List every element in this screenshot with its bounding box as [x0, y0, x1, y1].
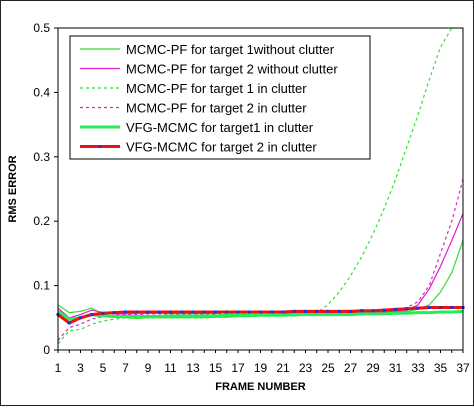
x-tick-label: 25 — [321, 361, 335, 375]
series-6-marker — [292, 309, 296, 313]
x-tick-label: 29 — [366, 361, 380, 375]
series-6-marker — [349, 309, 352, 313]
x-tick-label: 21 — [276, 361, 290, 375]
x-tick-label: 13 — [186, 361, 200, 375]
series-6-marker — [180, 310, 184, 314]
series-6-marker — [405, 307, 409, 311]
x-tick-label: 11 — [164, 361, 177, 375]
legend-label: VFG-MCMC for target 2 in clutter — [126, 140, 317, 155]
x-tick-label: 5 — [100, 361, 107, 375]
x-tick-label: 33 — [411, 361, 425, 375]
series-6-marker — [337, 309, 341, 313]
series-6-marker — [416, 306, 420, 310]
series-6-marker — [427, 305, 431, 309]
x-tick-label: 37 — [456, 361, 470, 375]
y-tick-label: 0 — [43, 343, 50, 357]
y-tick-label: 0.2 — [33, 214, 50, 228]
series-6-marker — [225, 310, 229, 314]
series-6-marker — [281, 310, 285, 314]
legend-marker — [98, 145, 102, 148]
series-6-marker — [202, 310, 206, 314]
series-6-marker — [247, 310, 251, 314]
x-tick-label: 9 — [145, 361, 152, 375]
x-tick-label: 23 — [299, 361, 313, 375]
series-6-marker — [371, 309, 375, 313]
series-6-marker — [236, 310, 240, 314]
series-6-marker — [135, 310, 139, 314]
series-6-marker — [394, 307, 397, 311]
y-axis-title: RMS ERROR — [7, 155, 19, 222]
series-6-marker — [326, 309, 330, 313]
series-6-marker — [450, 305, 454, 309]
x-tick-label: 15 — [209, 361, 223, 375]
x-tick-label: 17 — [231, 361, 245, 375]
legend-label: MCMC-PF for target 2 without clutter — [126, 62, 338, 77]
series-6-marker — [315, 309, 319, 313]
series-6-marker — [191, 310, 195, 314]
x-tick-label: 35 — [434, 361, 448, 375]
series-6-marker — [79, 316, 82, 320]
y-tick-label: 0.3 — [33, 150, 50, 164]
series-6-marker — [157, 310, 161, 314]
x-tick-label: 3 — [77, 361, 84, 375]
series-6-marker — [214, 310, 217, 314]
legend: MCMC-PF for target 1without clutter MCMC-… — [69, 35, 371, 160]
legend-label: MCMC-PF for target 1 in clutter — [126, 81, 307, 96]
series-6-marker — [382, 308, 386, 312]
series-6-marker — [90, 313, 94, 317]
series-6-marker — [270, 310, 274, 314]
legend-label: MCMC-PF for target 2 in clutter — [126, 101, 307, 116]
x-tick-label: 1 — [55, 361, 62, 375]
x-tick-label: 31 — [389, 361, 403, 375]
series-6-marker — [67, 321, 71, 325]
series-6-marker — [146, 310, 150, 314]
series-6-marker — [439, 305, 442, 309]
series-6-marker — [124, 310, 127, 314]
series-6-marker — [101, 311, 105, 315]
legend-label: VFG-MCMC for target1 in clutter — [126, 120, 314, 135]
x-tick-label: 19 — [254, 361, 268, 375]
series-line-5 — [58, 309, 463, 321]
series-6-marker — [259, 310, 262, 314]
x-tick-label: 27 — [344, 361, 358, 375]
legend-box — [69, 35, 371, 160]
x-axis-title: FRAME NUMBER — [215, 381, 305, 393]
y-tick-label: 0.1 — [33, 279, 50, 293]
series-6-marker — [304, 309, 307, 313]
y-tick-label: 0.5 — [33, 21, 50, 35]
x-tick-label: 7 — [122, 361, 129, 375]
series-6-marker — [169, 310, 172, 314]
series-6-marker — [360, 309, 364, 313]
y-tick-label: 0.4 — [33, 85, 50, 99]
series-6-marker — [112, 311, 116, 315]
legend-label: MCMC-PF for target 1without clutter — [126, 42, 335, 57]
